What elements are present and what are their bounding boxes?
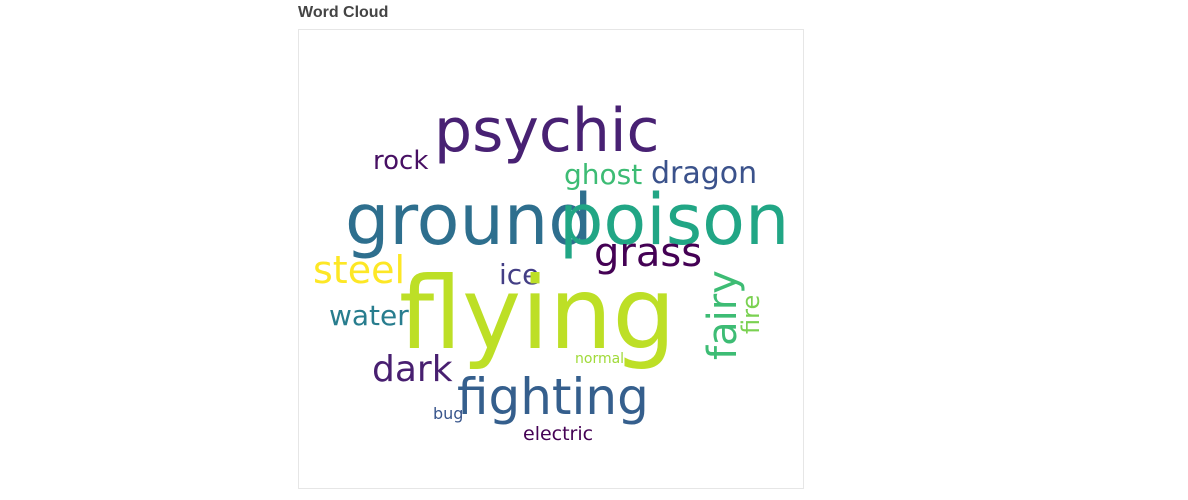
word-poison: poison (559, 179, 789, 261)
word-normal: normal (575, 351, 624, 367)
word-ice: ice (499, 258, 539, 291)
word-grass: grass (594, 230, 702, 276)
word-flying: flying (399, 255, 676, 372)
word-cloud-canvas: psychic rock ghost dragon ground poison … (313, 96, 789, 445)
word-ghost: ghost (564, 158, 642, 191)
word-fire: fire (737, 295, 765, 334)
word-fairy: fairy (700, 270, 746, 360)
word-bug: bug (433, 404, 463, 423)
word-water: water (329, 299, 409, 332)
panel-title: Word Cloud (298, 4, 389, 21)
word-rock: rock (373, 146, 428, 176)
word-ground: ground (345, 179, 593, 261)
word-electric: electric (523, 423, 593, 445)
word-dark: dark (372, 349, 453, 390)
word-cloud-panel: psychic rock ghost dragon ground poison … (298, 29, 804, 489)
word-fighting: fighting (457, 368, 649, 426)
word-steel: steel (313, 248, 405, 292)
word-psychic: psychic (434, 96, 660, 166)
word-dragon: dragon (651, 156, 757, 191)
